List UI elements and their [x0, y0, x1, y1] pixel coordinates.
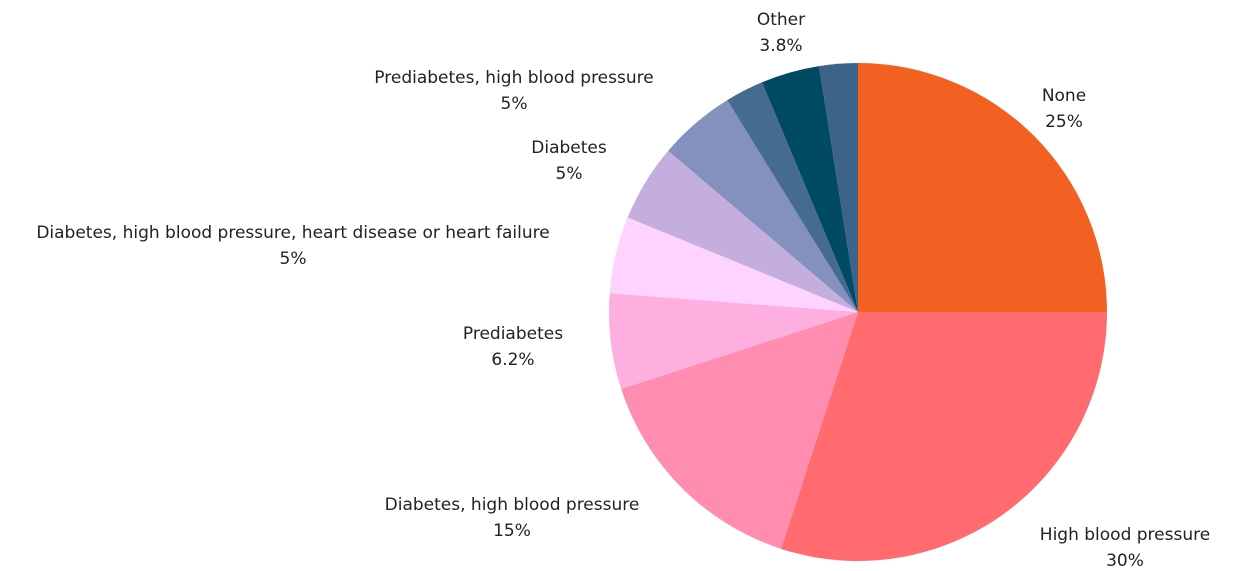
- pie-slice: [609, 293, 858, 389]
- pie-slice: [727, 82, 858, 312]
- slice-label: Prediabetes, high blood pressure: [374, 68, 653, 88]
- pie-slice: [627, 150, 858, 312]
- value-label: 25%: [1045, 112, 1083, 132]
- slice-label: Diabetes: [531, 138, 607, 158]
- slice-label: High blood pressure: [1040, 525, 1210, 545]
- value-label: 5%: [501, 94, 528, 114]
- value-label: 30%: [1106, 551, 1144, 571]
- slice-label: Diabetes, high blood pressure: [385, 495, 640, 515]
- pie-slice: [819, 63, 858, 312]
- slice-label: None: [1042, 86, 1086, 106]
- value-label: 6.2%: [491, 350, 534, 370]
- slice-label: Prediabetes: [463, 324, 563, 344]
- value-label: 5%: [556, 164, 583, 184]
- value-label: 3.8%: [759, 36, 802, 56]
- pie-slice: [761, 66, 858, 312]
- slice-label: Diabetes, high blood pressure, heart dis…: [36, 223, 549, 243]
- pie-slice: [781, 312, 1107, 561]
- pie-slice: [621, 312, 858, 549]
- pie-slice: [609, 217, 858, 312]
- value-label: 15%: [493, 521, 531, 541]
- pie-slice: [858, 63, 1107, 312]
- pie-slice: [668, 100, 858, 312]
- value-label: 5%: [280, 249, 307, 269]
- slice-label: Other: [757, 10, 805, 30]
